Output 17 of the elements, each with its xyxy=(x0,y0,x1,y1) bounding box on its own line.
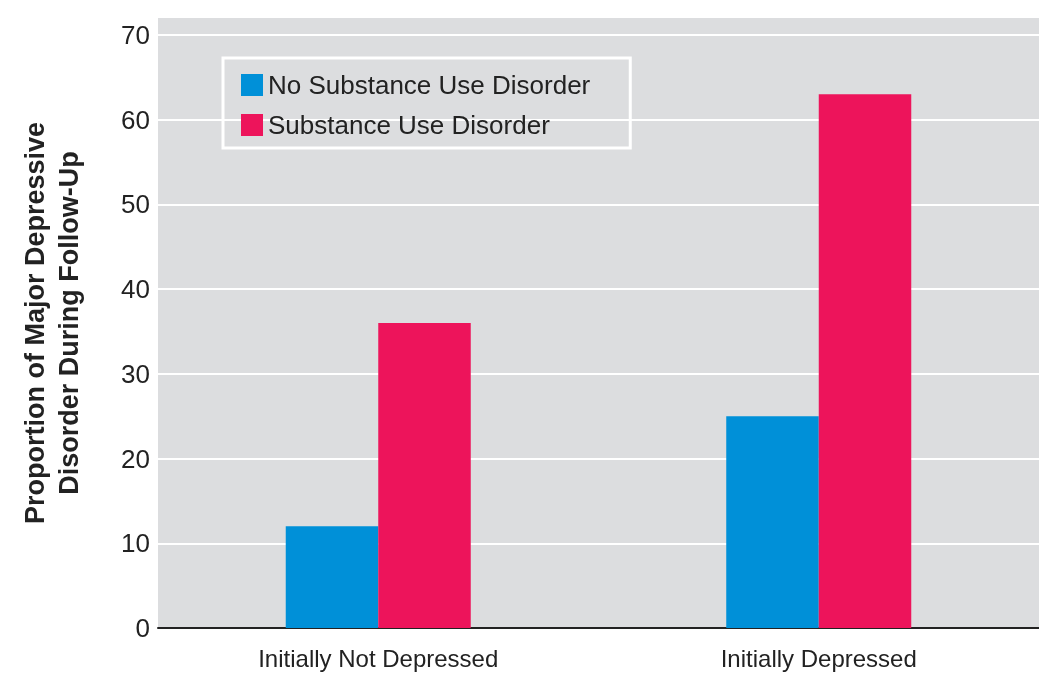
y-axis-title: Proportion of Major Depressive Disorder During Follow-Up xyxy=(20,121,84,525)
legend-label: No Substance Use Disorder xyxy=(268,70,591,100)
y-tick-label: 70 xyxy=(121,19,150,50)
y-tick-label: 0 xyxy=(135,613,150,643)
y-tick-label: 30 xyxy=(121,358,150,389)
y-tick-label: 60 xyxy=(121,104,150,135)
bar xyxy=(726,416,819,628)
y-tick-label: 20 xyxy=(121,443,150,474)
y-tick-label: 10 xyxy=(121,528,150,559)
x-tick-label: Initially Depressed xyxy=(720,644,917,672)
y-tick-label: 40 xyxy=(121,274,150,305)
x-tick-label: Initially Not Depressed xyxy=(258,644,499,672)
y-tick-label: 50 xyxy=(121,189,150,220)
bar xyxy=(378,323,471,628)
bar xyxy=(818,94,912,628)
bar xyxy=(285,526,379,628)
legend-label: Substance Use Disorder xyxy=(268,110,551,140)
